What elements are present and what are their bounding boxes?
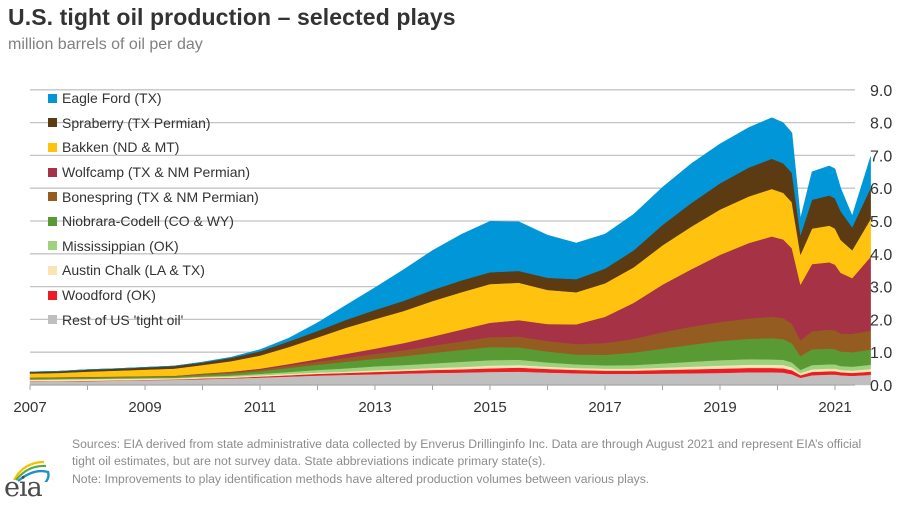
y-tick-label: 9.0 [870, 83, 892, 100]
x-tick-label: 2015 [473, 399, 506, 416]
x-tick-label: 2013 [358, 399, 391, 416]
legend-item-eagle-ford-tx: Eagle Ford (TX) [48, 86, 259, 111]
eia-logo: eia [4, 458, 52, 504]
legend-item-niobrara-codell-co-wy: Niobrara-Codell (CO & WY) [48, 209, 259, 234]
legend-swatch [48, 167, 57, 177]
legend-swatch [48, 142, 57, 152]
y-tick-label: 3.0 [870, 280, 892, 297]
legend-label: Rest of US 'tight oil' [62, 311, 184, 328]
legend-item-mississippian-ok: Mississippian (OK) [48, 234, 259, 259]
x-tick-label: 2019 [703, 399, 736, 416]
sources-note: Sources: EIA derived from state administ… [72, 437, 862, 468]
x-tick-label: 2017 [588, 399, 621, 416]
legend-label: Mississippian (OK) [62, 237, 179, 254]
legend-swatch [48, 192, 57, 202]
eia-logo-arcs-icon [13, 460, 50, 482]
stacked-area-chart: 2007 2009 2011 2013 2015 2017 2019 2021 0.0 1.0 2… [13, 83, 892, 416]
y-tick-label: 1.0 [870, 345, 892, 362]
legend-swatch [48, 241, 57, 251]
y-tick-label: 0.0 [870, 378, 892, 395]
legend-label: Woodford (OK) [62, 287, 156, 304]
chart-subtitle: million barrels of oil per day [8, 36, 203, 53]
x-tick-label: 2007 [13, 399, 46, 416]
y-tick-label: 7.0 [870, 148, 892, 165]
legend-item-rest-of-us-tight-oil: Rest of US 'tight oil' [48, 307, 259, 332]
legend-label: Niobrara-Codell (CO & WY) [62, 213, 234, 230]
legend-label: Bakken (ND & MT) [62, 139, 180, 156]
legend-swatch [48, 265, 57, 275]
x-tick-label: 2009 [128, 399, 161, 416]
y-tick-label: 8.0 [870, 116, 892, 133]
legend-swatch [48, 315, 57, 325]
legend-label: Spraberry (TX Permian) [62, 114, 211, 131]
legend-label: Wolfcamp (TX & NM Permian) [62, 164, 250, 181]
x-axis: 2007 2009 2011 2013 2015 2017 2019 2021 [13, 384, 855, 416]
eia-logo-text: eia [4, 472, 43, 503]
chart-title: U.S. tight oil production – selected pla… [8, 4, 456, 30]
y-tick-label: 4.0 [870, 247, 892, 264]
legend: Eagle Ford (TX) Spraberry (TX Permian) Bak… [48, 86, 259, 332]
legend-swatch [48, 216, 57, 226]
area-series [29, 117, 871, 386]
legend-label: Bonespring (TX & NM Permian) [62, 188, 259, 205]
legend-swatch [48, 290, 57, 300]
methodology-note: Note: Improvements to play identificatio… [72, 472, 650, 486]
y-tick-label: 2.0 [870, 312, 892, 329]
legend-swatch [48, 93, 57, 103]
y-axis: 0.0 1.0 2.0 3.0 4.0 5.0 6.0 7.0 8.0 9.0 [870, 83, 892, 395]
legend-label: Eagle Ford (TX) [62, 90, 162, 107]
area-eagle-ford-tx [29, 117, 871, 373]
legend-item-woodford-ok: Woodford (OK) [48, 283, 259, 308]
y-tick-label: 5.0 [870, 214, 892, 231]
legend-item-austin-chalk-la-tx: Austin Chalk (LA & TX) [48, 258, 259, 283]
legend-swatch [48, 118, 57, 128]
legend-item-spraberry-tx-permian: Spraberry (TX Permian) [48, 111, 259, 136]
x-tick-label: 2021 [818, 399, 851, 416]
legend-item-bakken-nd-mt: Bakken (ND & MT) [48, 135, 259, 160]
x-tick-label: 2011 [244, 399, 276, 416]
legend-item-bonespring-tx-nm-permian: Bonespring (TX & NM Permian) [48, 184, 259, 209]
legend-label: Austin Chalk (LA & TX) [62, 262, 205, 279]
y-tick-label: 6.0 [870, 181, 892, 198]
legend-item-wolfcamp-tx-nm-permian: Wolfcamp (TX & NM Permian) [48, 160, 259, 185]
